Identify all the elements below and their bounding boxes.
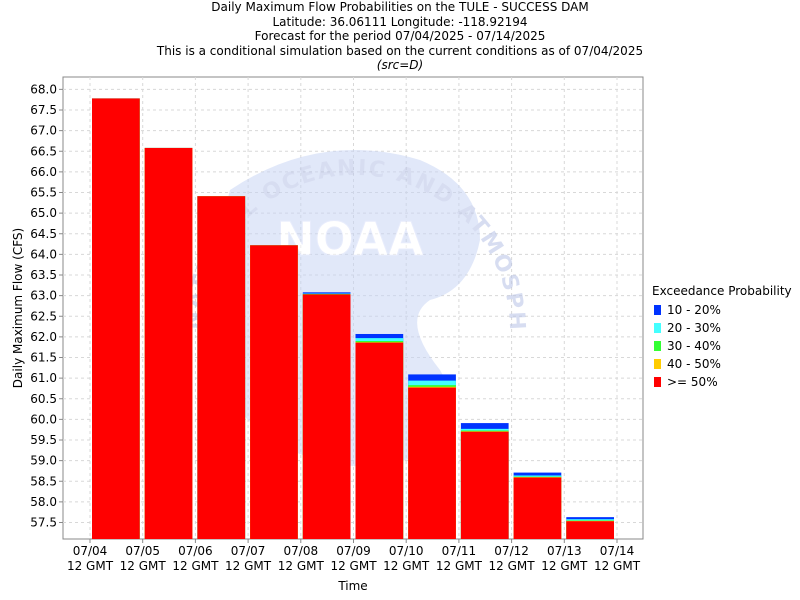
x-tick-label-date: 07/13 — [547, 544, 582, 558]
chart-subtitle-conditions: This is a conditional simulation based o… — [156, 43, 644, 58]
x-tick-label-date: 07/05 — [125, 544, 160, 558]
x-tick-label-date: 07/10 — [389, 544, 424, 558]
y-tick-label: 61.5 — [30, 351, 57, 365]
y-tick-label: 68.0 — [30, 82, 57, 96]
y-axis-label: Daily Maximum Flow (CFS) — [11, 228, 25, 388]
x-tick-label-date: 07/07 — [231, 544, 266, 558]
legend-swatch — [654, 377, 661, 387]
bar-07-13 — [566, 517, 614, 539]
chart-titles: Daily Maximum Flow Probabilities on the … — [0, 0, 800, 73]
x-axis-label: Time — [337, 579, 367, 593]
y-tick-label: 59.5 — [30, 433, 57, 447]
chart-subtitle-period: Forecast for the period 07/04/2025 - 07/… — [254, 29, 546, 43]
bar-07-05 — [144, 147, 193, 539]
legend-label: 10 - 20% — [667, 303, 721, 317]
y-tick-label: 64.0 — [30, 247, 57, 261]
y-tick-label: 66.5 — [30, 144, 57, 158]
bar-segment-ge50 — [408, 387, 456, 539]
x-tick-label-date: 07/09 — [336, 544, 371, 558]
legend-item: >= 50% — [652, 373, 792, 391]
bar-07-10 — [408, 374, 456, 539]
y-tick-label: 67.0 — [30, 124, 57, 138]
x-tick-label-date: 07/06 — [178, 544, 213, 558]
bar-07-08 — [302, 292, 351, 539]
watermark-logo-text: NOAA — [276, 212, 424, 266]
x-tick-label-date: 07/14 — [600, 544, 635, 558]
y-tick-label: 65.0 — [30, 206, 57, 220]
x-tick-label-date: 07/04 — [73, 544, 108, 558]
y-tick-label: 66.0 — [30, 165, 57, 179]
x-tick-label-time: 12 GMT — [225, 559, 272, 573]
y-axis: 57.5 58.0 58.5 59.0 59.5 60.0 60.5 61.0 61.5 62.0… — [30, 82, 63, 530]
y-tick-label: 65.5 — [30, 186, 57, 200]
x-tick-label-date: 07/11 — [442, 544, 477, 558]
x-tick-label-time: 12 GMT — [541, 559, 588, 573]
bar-segment-ge50 — [355, 342, 404, 539]
legend-swatch — [654, 305, 661, 315]
x-tick-label-time: 12 GMT — [436, 559, 483, 573]
legend-item: 20 - 30% — [652, 319, 792, 337]
x-tick-label-date: 07/08 — [284, 544, 319, 558]
x-tick-label-time: 12 GMT — [120, 559, 167, 573]
x-tick-label-time: 12 GMT — [489, 559, 536, 573]
bar-segment-ge50 — [92, 98, 140, 539]
y-tick-label: 60.0 — [30, 412, 57, 426]
legend: Exceedance Probability 10 - 20% 20 - 30% 3… — [652, 284, 792, 391]
legend-item: 40 - 50% — [652, 355, 792, 373]
y-tick-label: 61.0 — [30, 371, 57, 385]
y-tick-label: 62.5 — [30, 309, 57, 323]
x-tick-label-time: 12 GMT — [278, 559, 325, 573]
y-tick-label: 63.5 — [30, 268, 57, 282]
y-tick-label: 59.0 — [30, 454, 57, 468]
y-tick-label: 67.5 — [30, 103, 57, 117]
bar-07-04 — [92, 98, 140, 539]
legend-title: Exceedance Probability — [652, 284, 792, 298]
x-tick-label-date: 07/12 — [494, 544, 529, 558]
bar-07-12 — [513, 472, 562, 539]
legend-swatch — [654, 359, 661, 369]
bar-segment-ge50 — [144, 147, 193, 539]
bar-07-07 — [250, 245, 298, 540]
chart-subtitle-location: Latitude: 36.06111 Longitude: -118.92194 — [272, 14, 528, 29]
bar-segment-ge50 — [250, 245, 298, 540]
bar-segment-ge50 — [566, 521, 614, 539]
legend-item: 30 - 40% — [652, 337, 792, 355]
bar-segment-ge50 — [513, 477, 562, 539]
y-tick-label: 62.0 — [30, 330, 57, 344]
y-tick-label: 58.5 — [30, 474, 57, 488]
bar-segment-ge50 — [302, 294, 351, 539]
bar-segment-ge50 — [460, 431, 509, 539]
legend-label: 20 - 30% — [667, 321, 721, 335]
legend-item: 10 - 20% — [652, 301, 792, 319]
legend-label: >= 50% — [667, 375, 718, 389]
x-tick-label-time: 12 GMT — [594, 559, 641, 573]
chart-source-note: (src=D) — [376, 58, 424, 72]
chart-title: Daily Maximum Flow Probabilities on the … — [211, 0, 589, 14]
legend-swatch — [654, 323, 661, 333]
legend-swatch — [654, 341, 661, 351]
bar-07-06 — [197, 196, 246, 539]
x-tick-label-time: 12 GMT — [330, 559, 377, 573]
legend-label: 30 - 40% — [667, 339, 721, 353]
bar-segment-ge50 — [197, 196, 246, 539]
x-tick-label-time: 12 GMT — [67, 559, 114, 573]
bar-series — [92, 98, 614, 540]
legend-label: 40 - 50% — [667, 357, 721, 371]
y-tick-label: 63.0 — [30, 289, 57, 303]
y-tick-label: 60.5 — [30, 392, 57, 406]
x-tick-label-time: 12 GMT — [383, 559, 430, 573]
bar-07-09 — [355, 333, 404, 539]
y-tick-label: 64.5 — [30, 227, 57, 241]
y-tick-label: 57.5 — [30, 516, 57, 530]
x-tick-label-time: 12 GMT — [172, 559, 219, 573]
bar-07-11 — [460, 423, 509, 539]
legend-items: 10 - 20% 20 - 30% 30 - 40% 40 - 50% >= 50% — [652, 301, 792, 391]
y-tick-label: 58.0 — [30, 495, 57, 509]
